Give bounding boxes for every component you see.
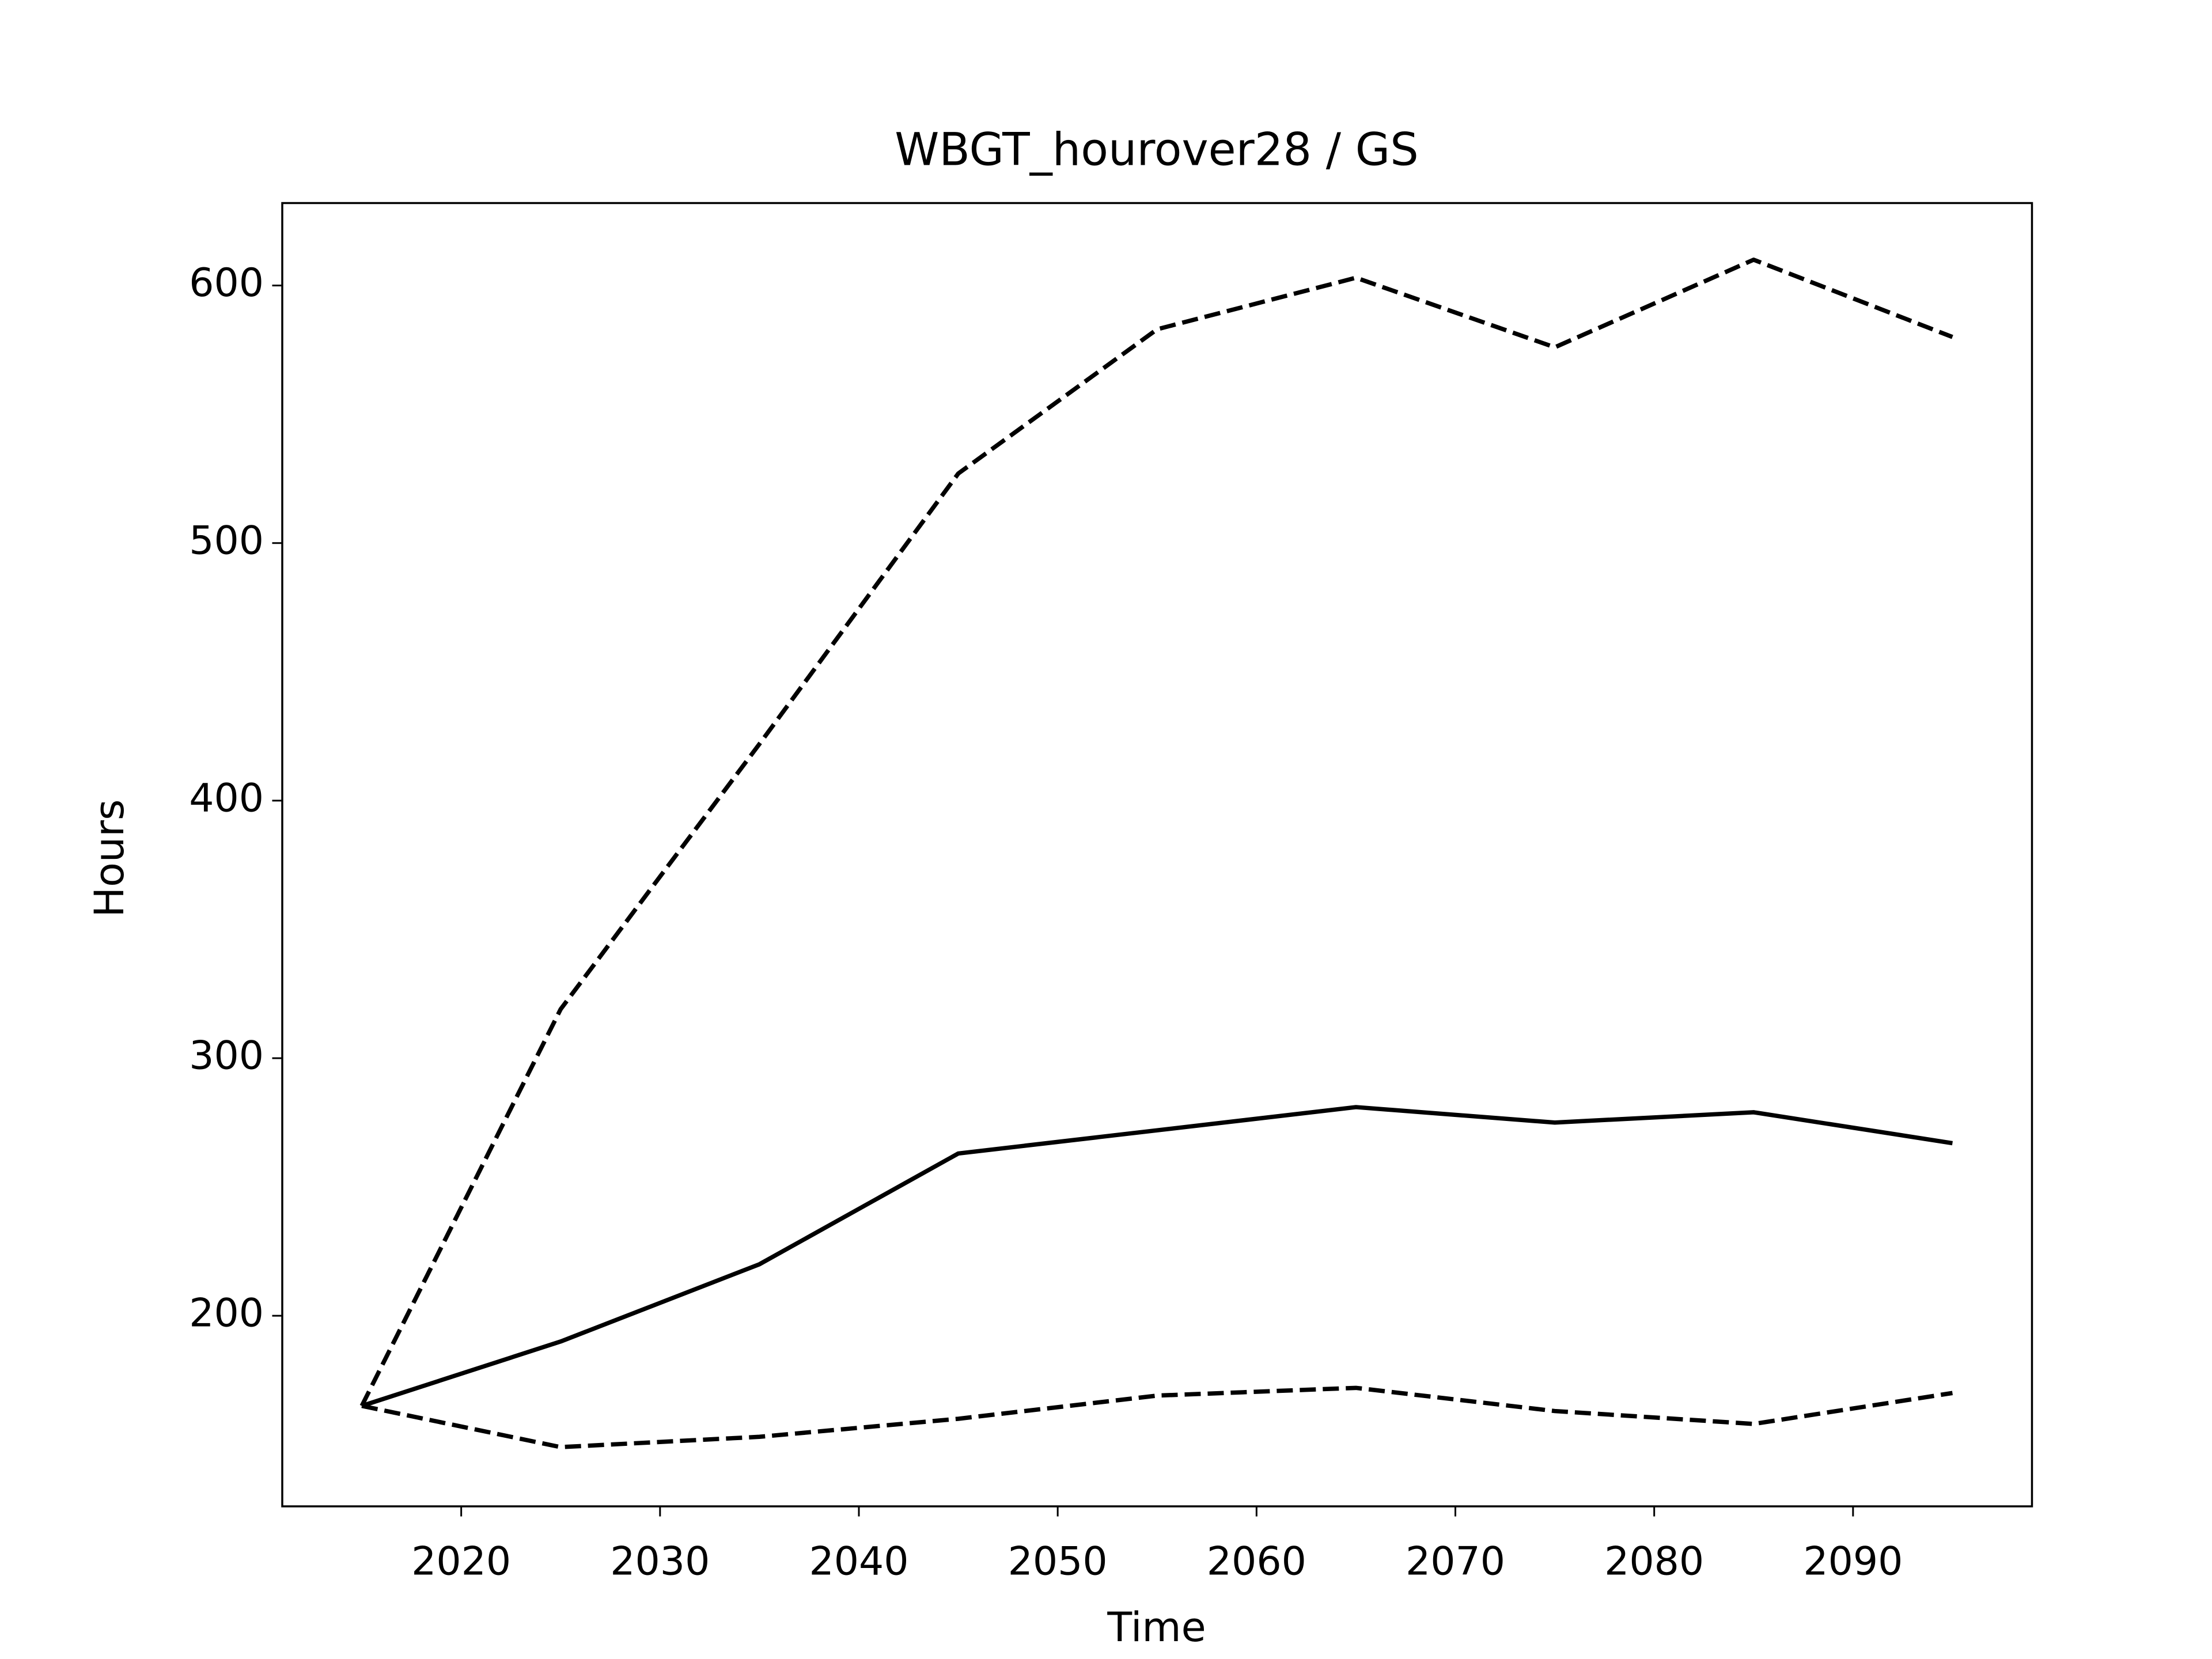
plot-frame [281, 202, 2033, 1508]
line-series [359, 257, 1953, 1407]
x-tick-label: 2050 [1008, 1539, 1108, 1585]
x-axis-label: Time [1107, 1604, 1206, 1651]
y-tick-label: 300 [189, 1033, 264, 1079]
x-tick-label: 2090 [1803, 1539, 1903, 1585]
x-tick-label: 2080 [1604, 1539, 1704, 1585]
x-tick-label: 2070 [1406, 1539, 1505, 1585]
y-axis-label: Hours [86, 799, 133, 917]
x-tick-label: 2020 [411, 1539, 511, 1585]
x-tick-label: 2040 [809, 1539, 908, 1585]
y-tick-label: 500 [189, 518, 264, 563]
line-series [361, 1385, 1953, 1449]
y-tick-label: 400 [189, 775, 264, 821]
chart-title: WBGT_hourover28 / GS [895, 124, 1419, 176]
x-tick-label: 2060 [1207, 1539, 1306, 1585]
y-tick-label: 600 [189, 260, 264, 306]
line-series [361, 1105, 1953, 1408]
x-tick-label: 2030 [610, 1539, 710, 1585]
y-tick-label: 200 [189, 1291, 264, 1336]
